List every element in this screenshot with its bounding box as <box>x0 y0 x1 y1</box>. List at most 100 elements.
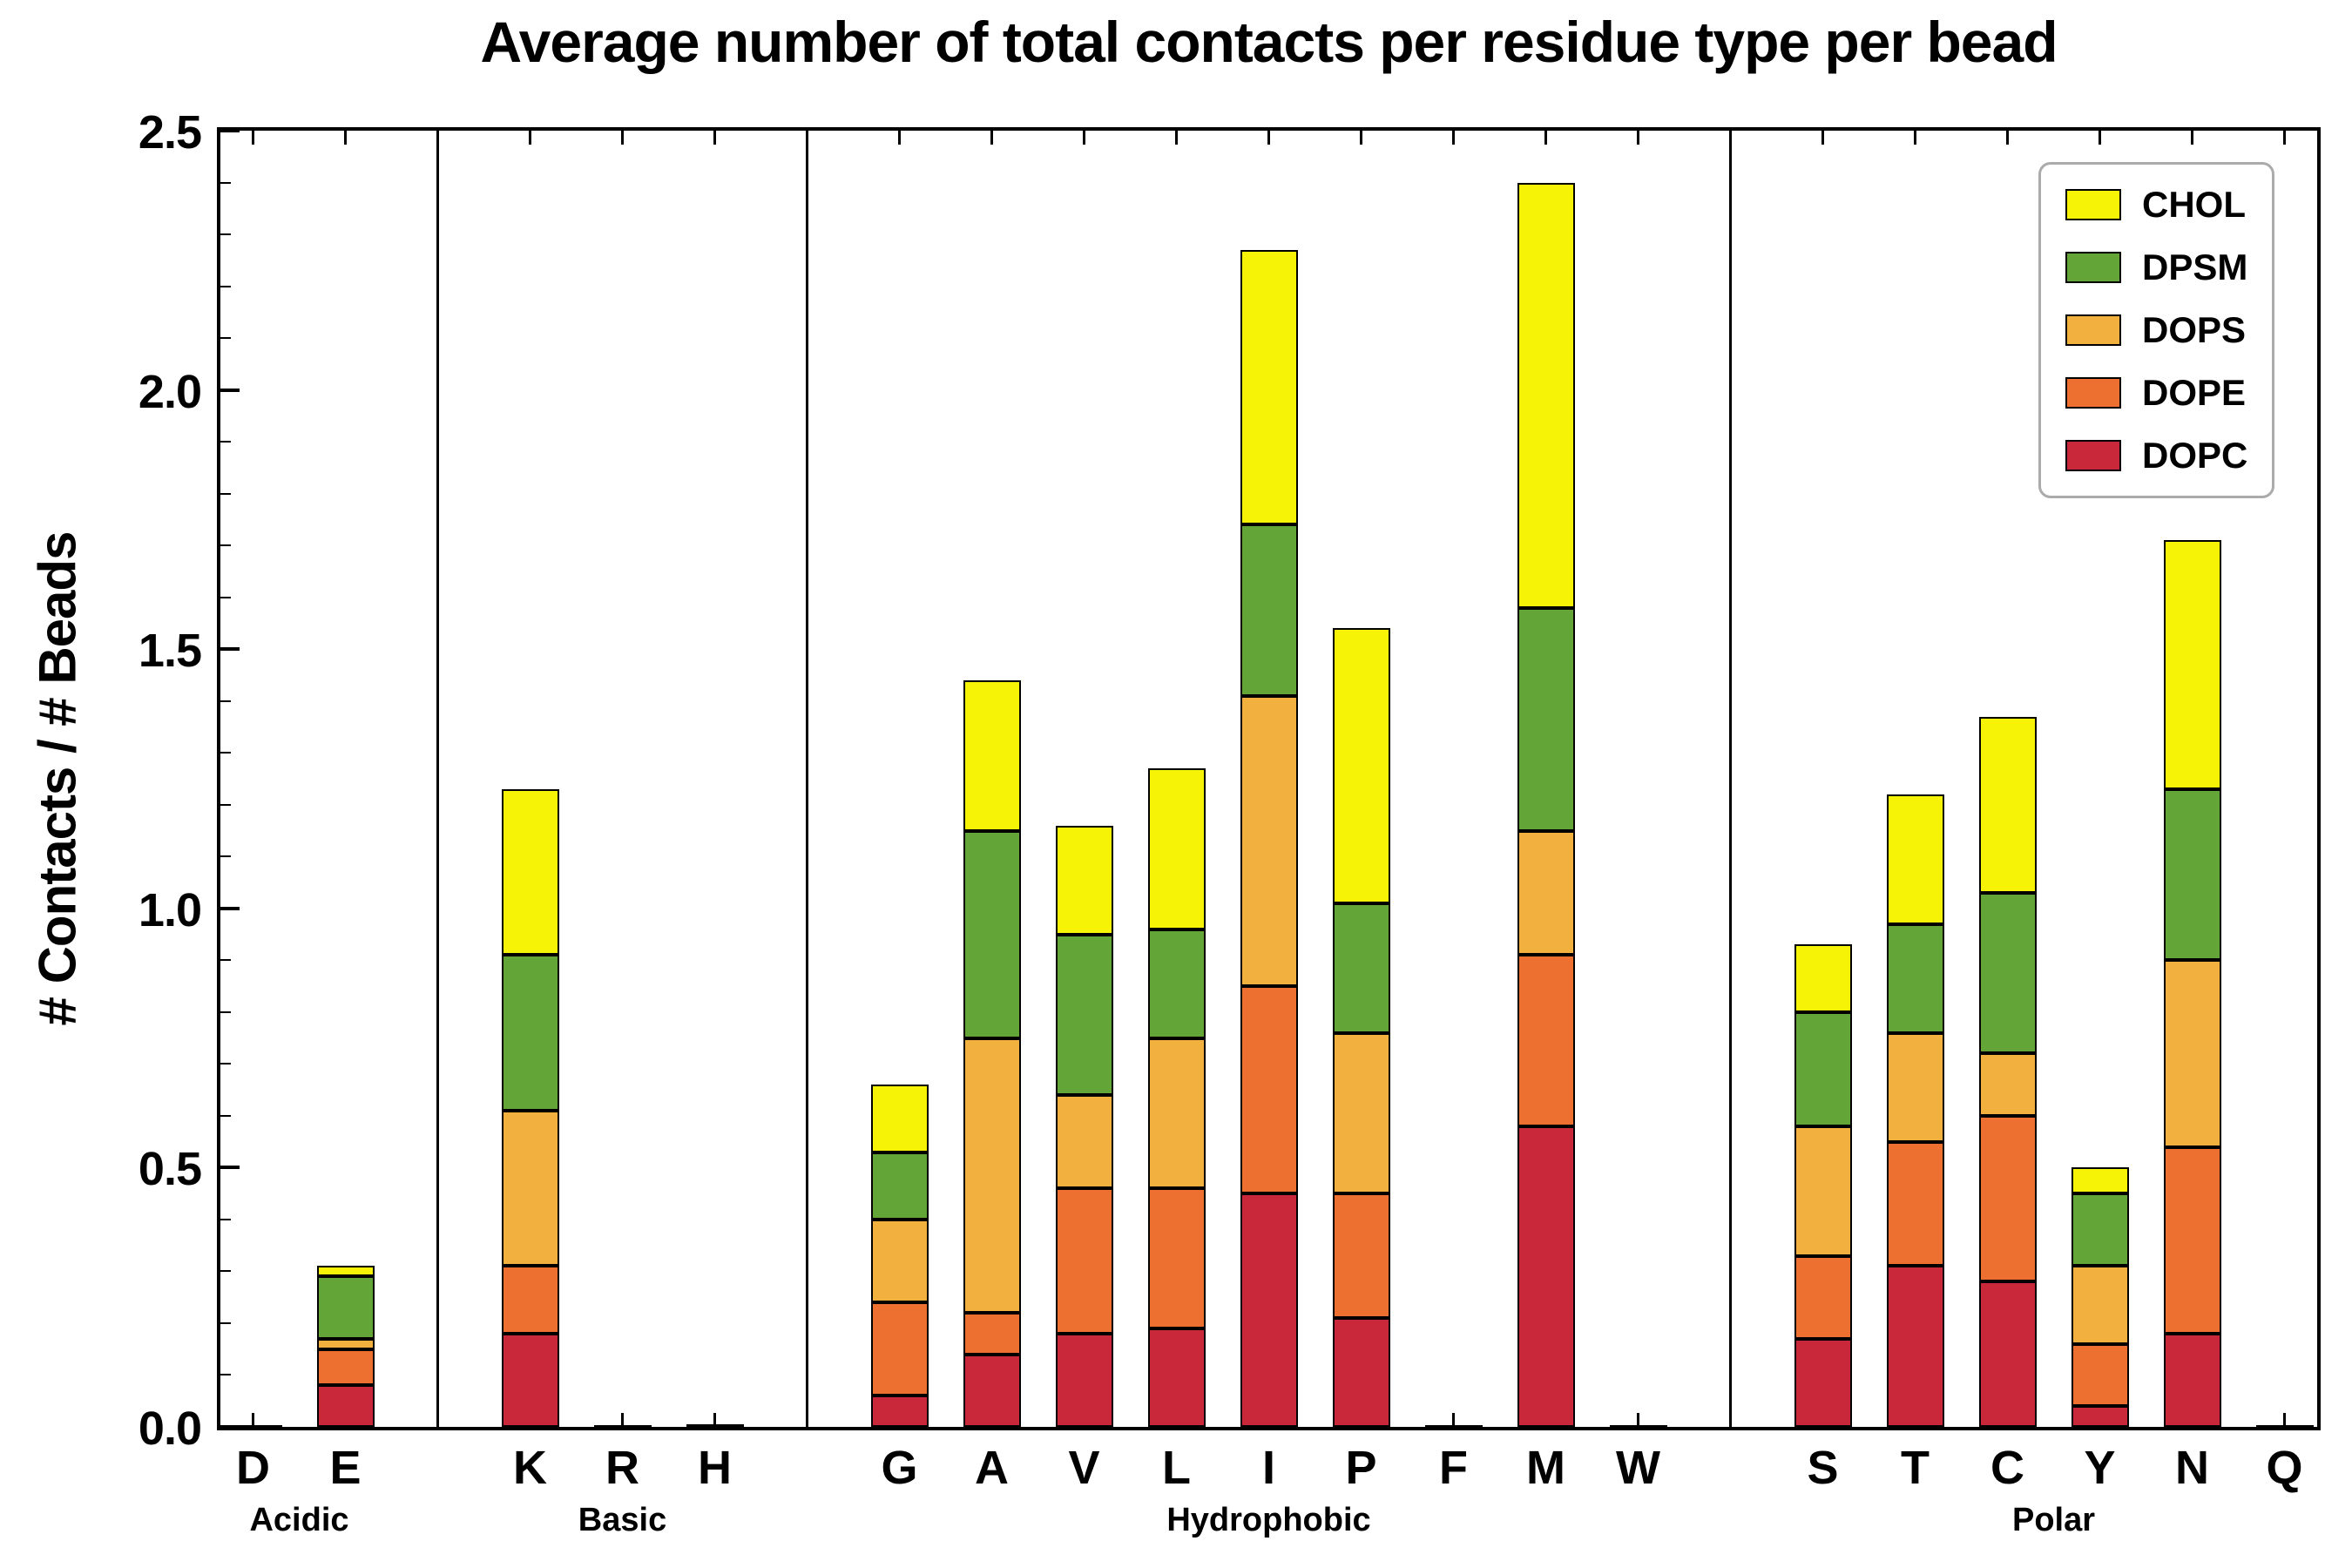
bar-segment-chol-Y <box>2071 1167 2129 1194</box>
y-minor-tick <box>220 544 231 547</box>
y-minor-tick <box>220 492 231 495</box>
y-minor-tick <box>220 596 231 598</box>
bar-segment-dops-G <box>870 1219 929 1303</box>
bar-segment-dopc-K <box>501 1333 559 1427</box>
legend-swatch-dopc <box>2065 440 2121 471</box>
legend-label-chol: CHOL <box>2142 184 2246 225</box>
y-minor-tick <box>220 1321 231 1324</box>
x-tick-label-Q: Q <box>2266 1442 2303 1494</box>
bar-segment-dpsm-L <box>1147 929 1206 1038</box>
x-tick-bottom <box>713 1413 716 1427</box>
bar-segment-dpsm-N <box>2163 788 2221 961</box>
x-tick-bottom <box>252 1413 254 1427</box>
y-tick-label: 1.5 <box>138 625 202 678</box>
x-tick-bottom <box>1637 1413 1639 1427</box>
legend-swatch-dpsm <box>2065 252 2121 283</box>
bar-segment-dpsm-C <box>1978 892 2037 1054</box>
group-separator <box>806 131 808 1427</box>
bar-segment-dops-Q <box>2255 1424 2314 1427</box>
legend-label-dops: DOPS <box>2142 309 2247 350</box>
x-tick-label-D: D <box>236 1442 270 1494</box>
x-tick-top <box>1175 131 1178 145</box>
bar-segment-dopc-Y <box>2071 1406 2129 1427</box>
bar-segment-dope-M <box>1517 955 1575 1126</box>
bar-segment-dopc-V <box>1055 1333 1113 1427</box>
x-tick-top <box>2099 131 2101 145</box>
x-tick-label-F: F <box>1439 1442 1468 1494</box>
x-tick-label-R: R <box>605 1442 639 1494</box>
legend-item-dops: DOPS <box>2065 309 2247 351</box>
bar-segment-chol-G <box>870 1085 929 1152</box>
group-label-hydrophobic: Hydrophobic <box>1166 1502 1371 1538</box>
x-tick-top <box>621 131 624 145</box>
bar-segment-dope-S <box>1794 1255 1852 1339</box>
x-tick-label-Y: Y <box>2084 1442 2116 1494</box>
x-tick-top <box>1914 131 1916 145</box>
group-label-polar: Polar <box>2011 1502 2096 1538</box>
bar-segment-dpsm-A <box>963 830 1021 1038</box>
bar-segment-dopc-P <box>1332 1318 1390 1427</box>
bar-segment-dpsm-S <box>1794 1011 1852 1126</box>
bar-segment-dpsm-P <box>1332 902 1390 1033</box>
x-tick-label-K: K <box>513 1442 547 1494</box>
y-minor-tick <box>220 1114 231 1117</box>
legend-item-dpsm: DPSM <box>2065 247 2247 288</box>
legend-swatch-chol <box>2065 189 2121 220</box>
x-tick-bottom <box>2283 1413 2286 1427</box>
bar-segment-dops-M <box>1517 830 1575 956</box>
legend-swatch-dope <box>2065 377 2121 409</box>
legend-label-dopc: DOPC <box>2142 435 2248 476</box>
bar-segment-dope-K <box>501 1266 559 1334</box>
legend-item-dopc: DOPC <box>2065 435 2247 476</box>
x-tick-label-C: C <box>1990 1442 2024 1494</box>
bar-segment-dops-V <box>1055 1095 1113 1189</box>
y-minor-tick <box>220 959 231 962</box>
y-minor-tick <box>220 1270 231 1273</box>
x-tick-top <box>344 131 347 145</box>
x-tick-label-L: L <box>1162 1442 1191 1494</box>
bar-segment-chol-I <box>1240 249 1298 525</box>
bar-segment-dops-D <box>224 1424 282 1427</box>
y-minor-tick <box>220 1374 231 1376</box>
y-tick-label: 0.5 <box>138 1143 202 1196</box>
bar-segment-chol-V <box>1055 825 1113 935</box>
y-minor-tick <box>220 337 231 340</box>
bar-segment-chol-P <box>1332 628 1390 903</box>
x-tick-label-V: V <box>1068 1442 1100 1494</box>
bar-segment-dpsm-K <box>501 955 559 1111</box>
y-minor-tick <box>220 1218 231 1220</box>
bar-segment-dopc-E <box>316 1385 375 1427</box>
y-minor-tick <box>220 700 231 702</box>
x-tick-top <box>1452 131 1455 145</box>
bar-segment-dops-T <box>1886 1032 1944 1142</box>
y-minor-tick <box>220 233 231 236</box>
bar-segment-dops-E <box>316 1338 375 1349</box>
bar-segment-dpsm-M <box>1517 607 1575 831</box>
bar-segment-dopc-I <box>1240 1193 1298 1427</box>
bar-segment-dopc-G <box>870 1396 929 1427</box>
bar-segment-dope-G <box>870 1302 929 1396</box>
x-tick-top <box>529 131 531 145</box>
bar-segment-dops-H <box>686 1424 744 1427</box>
bar-segment-dope-E <box>316 1348 375 1386</box>
bar-segment-dpsm-T <box>1886 923 1944 1033</box>
bar-segment-dope-A <box>963 1313 1021 1355</box>
bar-segment-dopc-A <box>963 1354 1021 1427</box>
x-tick-label-A: A <box>975 1442 1009 1494</box>
bar-segment-dope-V <box>1055 1188 1113 1334</box>
legend-swatch-dops <box>2065 314 2121 346</box>
legend-item-dope: DOPE <box>2065 372 2247 414</box>
x-tick-top <box>2191 131 2193 145</box>
y-minor-tick <box>220 803 231 806</box>
bar-segment-dpsm-G <box>870 1152 929 1220</box>
bar-segment-dops-R <box>593 1424 652 1427</box>
x-tick-label-E: E <box>329 1442 362 1494</box>
bar-segment-dpsm-E <box>316 1276 375 1339</box>
x-tick-top <box>1821 131 1824 145</box>
x-tick-top <box>713 131 716 145</box>
x-tick-label-I: I <box>1261 1442 1275 1494</box>
bar-segment-dope-Y <box>2071 1343 2129 1407</box>
legend: CHOL DPSM DOPS DOPE DOPC <box>2038 162 2275 498</box>
x-tick-top <box>1360 131 1362 145</box>
bar-segment-chol-C <box>1978 716 2037 893</box>
